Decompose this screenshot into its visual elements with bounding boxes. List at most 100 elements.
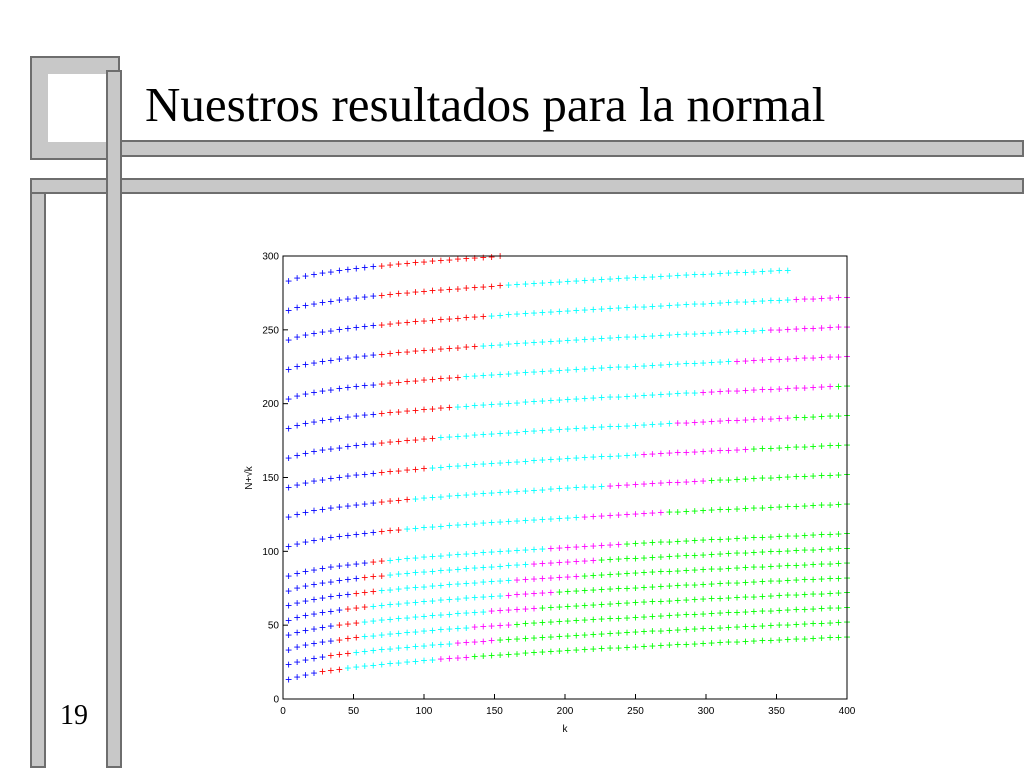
data-point: + <box>327 649 334 663</box>
data-point: + <box>387 317 394 331</box>
data-point: + <box>471 576 478 590</box>
data-point: + <box>607 420 614 434</box>
data-point: + <box>649 565 656 579</box>
data-point: + <box>497 648 504 662</box>
data-point: + <box>598 273 605 287</box>
data-point: + <box>437 564 444 578</box>
data-point: + <box>666 564 673 578</box>
data-point: + <box>615 360 622 374</box>
data-point: + <box>793 411 800 425</box>
data-point: + <box>691 504 698 518</box>
data-point: + <box>395 464 402 478</box>
data-point: + <box>624 537 631 551</box>
data-point: + <box>471 605 478 619</box>
data-point: + <box>742 295 749 309</box>
data-point: + <box>378 347 385 361</box>
data-point: + <box>429 313 436 327</box>
data-point: + <box>700 444 707 458</box>
data-point: + <box>793 603 800 617</box>
x-axis-ticks: 0 50 100 150 200 250 300 350 400 <box>280 694 856 717</box>
data-point: + <box>624 626 631 640</box>
data-point: + <box>556 393 563 407</box>
data-point: + <box>725 414 732 428</box>
data-point: + <box>361 630 368 644</box>
data-point: + <box>708 296 715 310</box>
data-point: + <box>776 544 783 558</box>
data-point: + <box>827 409 834 423</box>
data-point: + <box>336 470 343 484</box>
data-point: + <box>784 633 791 647</box>
data-point: + <box>750 353 757 367</box>
frame-title-underline-bar <box>110 140 1024 157</box>
data-point: + <box>454 607 461 621</box>
data-point: + <box>454 252 461 266</box>
data-point: + <box>624 389 631 403</box>
data-point: + <box>454 577 461 591</box>
data-point: + <box>734 591 741 605</box>
data-point: + <box>488 648 495 662</box>
data-point: + <box>539 335 546 349</box>
data-point: + <box>835 571 842 585</box>
data-point: + <box>429 254 436 268</box>
data-point: + <box>725 296 732 310</box>
slide-number: 19 <box>60 700 88 731</box>
data-point: + <box>285 613 292 627</box>
frame-inner-vertical-bar <box>106 70 122 768</box>
x-tick-label: 300 <box>698 706 715 717</box>
data-point: + <box>420 550 427 564</box>
data-point: + <box>666 358 673 372</box>
data-point: + <box>640 359 647 373</box>
data-point: + <box>420 595 427 609</box>
data-point: + <box>522 513 529 527</box>
data-point: + <box>734 413 741 427</box>
data-point: + <box>725 561 732 575</box>
data-point: + <box>750 442 757 456</box>
data-point: + <box>404 596 411 610</box>
data-point: + <box>446 253 453 267</box>
data-point: + <box>742 265 749 279</box>
data-point: + <box>302 623 309 637</box>
data-point: + <box>446 548 453 562</box>
data-point: + <box>632 300 639 314</box>
data-point: + <box>598 568 605 582</box>
data-point: + <box>530 601 537 615</box>
data-point: + <box>336 559 343 573</box>
data-point: + <box>734 605 741 619</box>
data-point: + <box>674 416 681 430</box>
data-point: + <box>302 358 309 372</box>
data-point: + <box>750 265 757 279</box>
data-point: + <box>717 444 724 458</box>
data-point: + <box>666 535 673 549</box>
data-point: + <box>420 654 427 668</box>
data-point: + <box>632 271 639 285</box>
data-point: + <box>556 644 563 658</box>
data-point: + <box>319 561 326 575</box>
data-point: + <box>657 550 664 564</box>
data-point: + <box>624 478 631 492</box>
data-point: + <box>370 584 377 598</box>
slide-title: Nuestros resultados para la normal <box>145 77 826 132</box>
data-point: + <box>327 501 334 515</box>
data-point: + <box>556 541 563 555</box>
data-point: + <box>564 363 571 377</box>
data-point: + <box>361 467 368 481</box>
data-point: + <box>336 529 343 543</box>
data-point: + <box>404 493 411 507</box>
data-point: + <box>463 621 470 635</box>
data-point: + <box>717 266 724 280</box>
data-point: + <box>750 383 757 397</box>
data-point: + <box>725 502 732 516</box>
data-point: + <box>319 576 326 590</box>
data-point: + <box>497 426 504 440</box>
data-point: + <box>311 356 318 370</box>
data-point: + <box>285 333 292 347</box>
data-point: + <box>378 495 385 509</box>
data-point: + <box>598 450 605 464</box>
data-point: + <box>810 321 817 335</box>
data-point: + <box>827 350 834 364</box>
data-point: + <box>801 558 808 572</box>
data-point: + <box>353 439 360 453</box>
data-point: + <box>463 488 470 502</box>
data-point: + <box>801 528 808 542</box>
data-point: + <box>717 503 724 517</box>
